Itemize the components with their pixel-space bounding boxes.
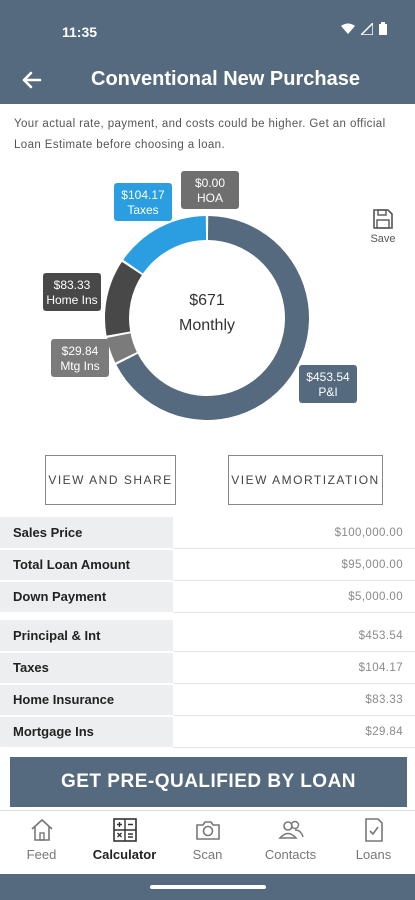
status-bar: 11:35 <box>0 0 415 58</box>
donut-slice-home-ins <box>105 261 142 336</box>
save-label: Save <box>370 233 396 245</box>
save-button[interactable]: Save <box>364 208 402 245</box>
nav-item-contacts[interactable]: Contacts <box>249 817 332 862</box>
nav-label: Calculator <box>92 847 157 862</box>
nav-item-feed[interactable]: Feed <box>0 817 83 862</box>
row-label: Home Insurance <box>0 683 173 717</box>
disclaimer-text: Your actual rate, payment, and costs cou… <box>14 118 386 151</box>
svg-text:P&I: P&I <box>318 385 337 399</box>
table-row: Mortgage Ins $29.84 <box>0 715 415 749</box>
svg-text:$29.84: $29.84 <box>62 344 99 358</box>
donut-center-value: $671 <box>189 292 225 309</box>
table-row: Down Payment $5,000.00 <box>0 580 415 614</box>
status-time: 11:35 <box>62 24 98 40</box>
signal-icon <box>361 22 373 35</box>
nav-item-scan[interactable]: Scan <box>166 817 249 862</box>
loan-summary-table: Sales Price $100,000.00 Total Loan Amoun… <box>0 517 415 614</box>
page-title: Conventional New Purchase <box>91 68 360 90</box>
camera-icon <box>195 821 220 840</box>
donut-slice-taxes <box>123 216 207 274</box>
svg-text:HOA: HOA <box>197 191 223 205</box>
table-row: Taxes $104.17 <box>0 651 415 685</box>
app-bar: Conventional New Purchase <box>0 58 415 104</box>
row-value: $104.17 <box>173 651 415 684</box>
row-value: $453.54 <box>173 620 415 652</box>
floppy-disk-icon <box>373 209 393 229</box>
nav-label: Feed <box>26 847 57 862</box>
row-value: $95,000.00 <box>173 548 415 581</box>
row-value: $29.84 <box>173 715 415 748</box>
svg-text:Home Ins: Home Ins <box>46 293 97 307</box>
status-icons <box>341 22 387 35</box>
row-label: Principal & Int <box>0 620 173 653</box>
action-buttons: VIEW AND SHARE VIEW AMORTIZATION <box>0 455 415 511</box>
svg-text:$83.33: $83.33 <box>54 278 91 292</box>
svg-text:$453.54: $453.54 <box>306 370 350 384</box>
svg-text:$0.00: $0.00 <box>195 176 225 190</box>
svg-text:$104.17: $104.17 <box>121 188 165 202</box>
view-and-share-button[interactable]: VIEW AND SHARE <box>45 455 176 505</box>
svg-text:Mtg Ins: Mtg Ins <box>60 359 99 373</box>
donut-center-label: Monthly <box>179 317 235 334</box>
contacts-icon <box>277 820 304 839</box>
row-value: $83.33 <box>173 683 415 716</box>
get-pre-qualified-button[interactable]: GET PRE-QUALIFIED BY LOAN <box>10 757 407 807</box>
nav-item-calculator[interactable]: Calculator <box>83 817 166 862</box>
document-check-icon <box>364 818 383 842</box>
wifi-icon <box>341 23 355 34</box>
table-row: Home Insurance $83.33 <box>0 683 415 717</box>
battery-icon <box>379 22 387 35</box>
arrow-left-icon[interactable] <box>18 66 46 94</box>
donut-slice-mtg-ins <box>106 333 137 363</box>
view-amortization-button[interactable]: VIEW AMORTIZATION <box>228 455 383 505</box>
nav-label: Contacts <box>264 847 317 862</box>
payment-summary-table: Principal & Int $453.54 Taxes $104.17 Ho… <box>0 620 415 749</box>
svg-text:Taxes: Taxes <box>127 203 158 217</box>
nav-label: Loans <box>355 847 392 862</box>
table-row: Sales Price $100,000.00 <box>0 517 415 550</box>
row-label: Sales Price <box>0 517 173 550</box>
row-label: Taxes <box>0 651 173 685</box>
row-label: Mortgage Ins <box>0 715 173 749</box>
row-value: $100,000.00 <box>173 517 415 549</box>
calculator-icon <box>112 818 137 842</box>
row-label: Down Payment <box>0 580 173 614</box>
home-indicator <box>150 885 266 889</box>
table-row: Principal & Int $453.54 <box>0 620 415 653</box>
gesture-bar <box>0 874 415 900</box>
row-label: Total Loan Amount <box>0 548 173 582</box>
nav-item-loans[interactable]: Loans <box>332 817 415 862</box>
nav-label: Scan <box>192 847 223 862</box>
row-value: $5,000.00 <box>173 580 415 613</box>
home-icon <box>30 818 53 841</box>
table-row: Total Loan Amount $95,000.00 <box>0 548 415 582</box>
donut-label-p-i: $453.54P&I <box>299 365 357 403</box>
bottom-nav: Feed Calculator Scan Contacts Loans <box>0 810 415 875</box>
